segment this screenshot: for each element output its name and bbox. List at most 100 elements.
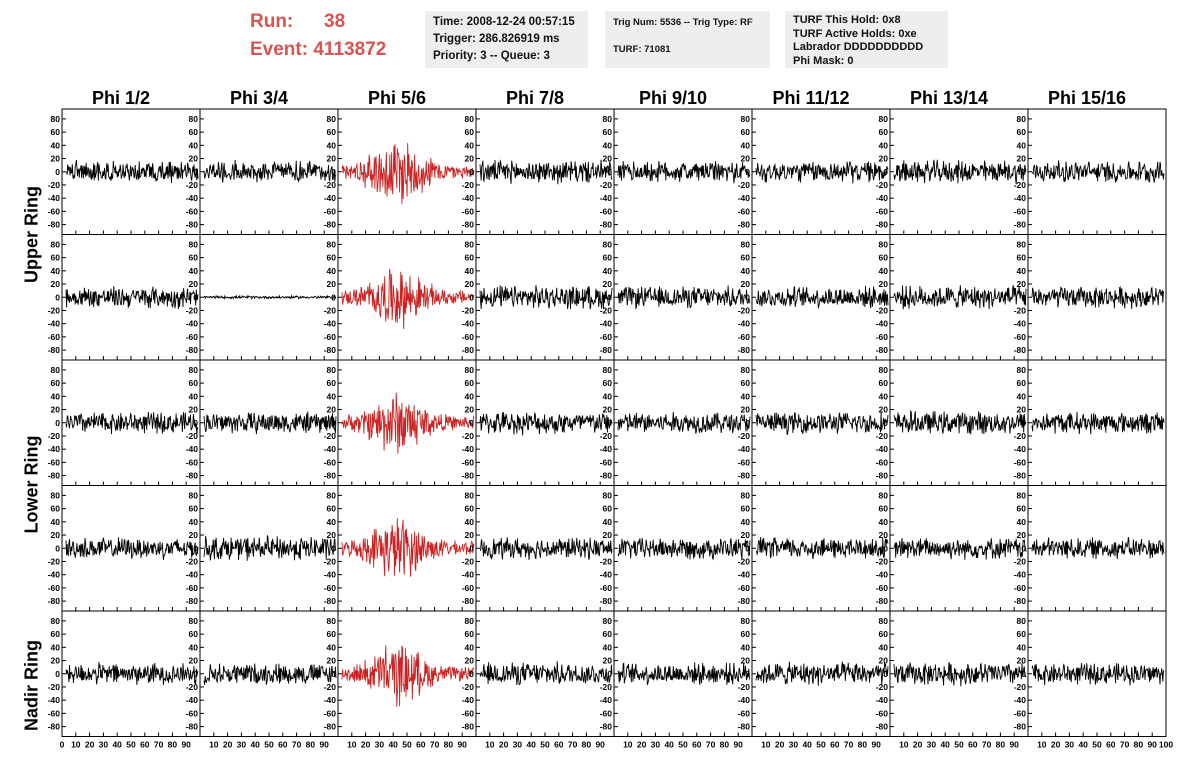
y-tick-label: 0: [607, 543, 612, 553]
y-tick-label: 20: [51, 405, 61, 415]
panel-r0-c2: 80 60 40 20 0 -20 -40 -60 -80: [324, 108, 477, 235]
panel-r2-c2: 80 60 40 20 0 -20 -40 -60 -80: [324, 359, 477, 486]
x-tick-label: 20: [637, 740, 647, 750]
y-tick-label: -60: [186, 332, 199, 342]
y-tick-label: 60: [51, 629, 61, 639]
y-tick-label: 0: [193, 418, 198, 428]
y-tick-label: 40: [327, 517, 337, 527]
y-tick-label: 40: [465, 391, 475, 401]
x-tick-label: 50: [126, 740, 136, 750]
y-tick-label: -80: [186, 345, 199, 355]
x-tick-label: 60: [278, 740, 288, 750]
y-tick-label: 60: [603, 253, 613, 263]
y-tick-label: 60: [603, 629, 613, 639]
x-tick-label: 10: [899, 740, 909, 750]
y-tick-label: -80: [1014, 722, 1027, 732]
x-tick-label: 20: [85, 740, 95, 750]
x-tick-label: 40: [250, 740, 260, 750]
panel-r1-c6: 80 60 40 20 0 -20 -40 -60 -80: [876, 234, 1029, 361]
time-text: Time: 2008-12-24 00:57:15: [433, 16, 575, 28]
y-tick-label: 20: [465, 656, 475, 666]
y-tick-label: -60: [600, 332, 613, 342]
panel-r1-c5: 80 60 40 20 0 -20 -40 -60 -80: [738, 234, 891, 361]
x-tick-label: 90: [733, 740, 743, 750]
y-tick-label: -60: [324, 332, 337, 342]
y-tick-label: 0: [55, 167, 60, 177]
x-tick-label: 60: [1106, 740, 1116, 750]
y-tick-label: -80: [324, 596, 337, 606]
waveform-trace: [756, 537, 889, 560]
y-tick-label: -60: [600, 206, 613, 216]
y-tick-label: -40: [186, 695, 199, 705]
x-tick-label: 80: [1134, 740, 1144, 750]
y-tick-label: -20: [876, 431, 889, 441]
y-tick-label: -60: [1014, 206, 1027, 216]
y-tick-label: 80: [879, 239, 889, 249]
waveform-trace-highlight: [341, 268, 475, 330]
y-tick-label: 80: [189, 365, 199, 375]
x-tick-label: 30: [651, 740, 661, 750]
y-tick-label: 20: [741, 530, 751, 540]
y-tick-label: -20: [876, 556, 889, 566]
panel-r3-c3: 80 60 40 20 0 -20 -40 -60 -80: [462, 485, 615, 612]
y-tick-label: 40: [741, 266, 751, 276]
y-tick-label: 80: [327, 490, 337, 500]
y-tick-label: -20: [48, 682, 61, 692]
y-tick-label: -40: [324, 695, 337, 705]
y-tick-label: -80: [600, 220, 613, 230]
turf-this-hold-text: TURF This Hold: 0x8: [793, 14, 901, 26]
y-tick-label: 60: [465, 127, 475, 137]
y-tick-label: -40: [600, 570, 613, 580]
y-tick-label: -40: [186, 570, 199, 580]
y-tick-label: 60: [51, 253, 61, 263]
y-tick-label: 0: [193, 543, 198, 553]
y-tick-label: -80: [1014, 220, 1027, 230]
y-tick-label: -40: [186, 444, 199, 454]
waveform-trace: [1031, 662, 1165, 686]
trig-num-text: Trig Num: 5536 -- Trig Type: RF: [613, 17, 753, 28]
y-tick-label: 20: [741, 405, 751, 415]
x-tick-label: 80: [582, 740, 592, 750]
x-tick-label: 50: [816, 740, 826, 750]
y-tick-label: 40: [51, 517, 61, 527]
x-tick-label: 80: [858, 740, 868, 750]
y-tick-label: 0: [331, 418, 336, 428]
y-tick-label: -80: [48, 345, 61, 355]
y-tick-label: -60: [48, 708, 61, 718]
y-tick-label: -80: [48, 596, 61, 606]
y-tick-label: -20: [324, 682, 337, 692]
y-tick-label: 60: [327, 504, 337, 514]
y-tick-label: 80: [879, 490, 889, 500]
y-tick-label: -20: [48, 556, 61, 566]
y-tick-label: -60: [876, 206, 889, 216]
panel-r4-c5: 80 60 40 20 0 -20 -40 -60 -80: [738, 610, 891, 737]
y-tick-label: -20: [600, 556, 613, 566]
waveform-trace: [755, 285, 889, 309]
panel-r4-c6: 80 60 40 20 0 -20 -40 -60 -80: [876, 610, 1029, 737]
panel-r4-c4: 80 60 40 20 0 -20 -40 -60 -80: [600, 610, 753, 737]
y-tick-label: -40: [1014, 695, 1027, 705]
waveform-trace: [1031, 537, 1165, 560]
y-tick-label: -60: [738, 332, 751, 342]
y-tick-label: 80: [603, 365, 613, 375]
y-tick-label: -40: [48, 695, 61, 705]
y-tick-label: -60: [324, 457, 337, 467]
y-tick-label: 60: [879, 378, 889, 388]
y-tick-label: -60: [876, 583, 889, 593]
y-tick-label: 80: [1017, 239, 1027, 249]
y-tick-label: 40: [1017, 642, 1027, 652]
y-tick-label: 60: [1017, 378, 1027, 388]
y-tick-label: -40: [738, 570, 751, 580]
panel-frame: [1027, 234, 1167, 361]
y-tick-label: 40: [189, 140, 199, 150]
y-tick-label: -20: [462, 305, 475, 315]
panel-r1-c4: 80 60 40 20 0 -20 -40 -60 -80: [600, 234, 753, 361]
x-tick-label: 60: [830, 740, 840, 750]
panel-r1-c3: 80 60 40 20 0 -20 -40 -60 -80: [462, 234, 615, 361]
panel-r0-c0: 80 60 40 20 0 -20 -40 -60 -80: [48, 108, 201, 235]
y-tick-label: 80: [879, 114, 889, 124]
waveform-trace: [203, 159, 337, 184]
y-tick-label: -60: [738, 457, 751, 467]
y-tick-label: 0: [1021, 669, 1026, 679]
y-tick-label: -40: [462, 695, 475, 705]
